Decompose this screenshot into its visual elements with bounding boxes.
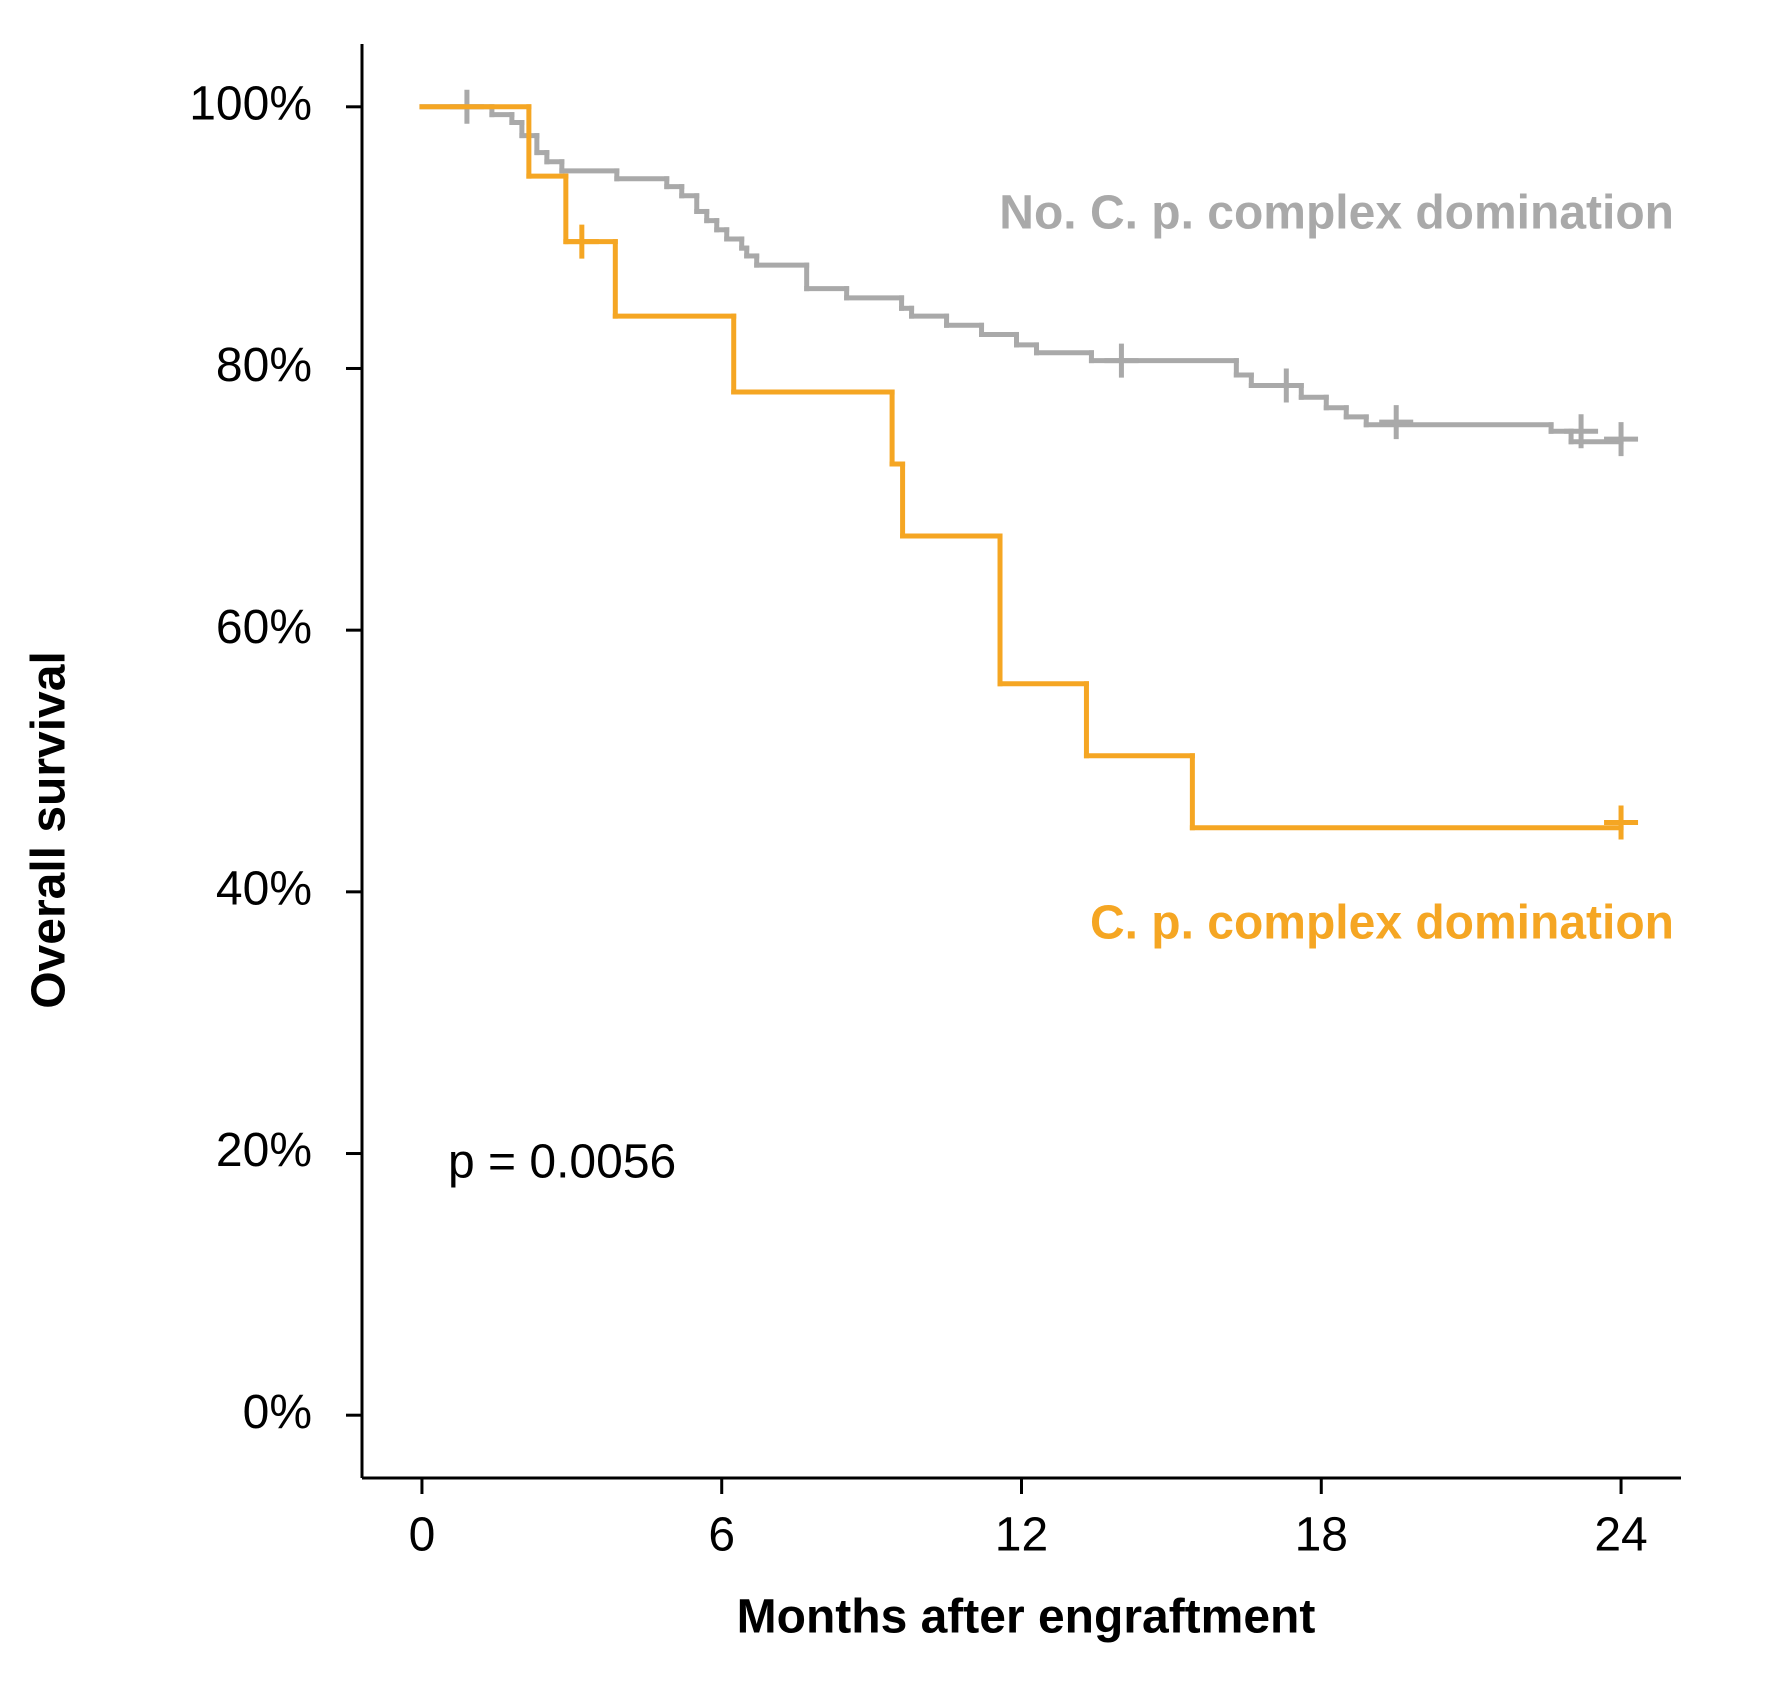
censor-mark xyxy=(1379,405,1414,440)
series-label: C. p. complex domination xyxy=(1090,897,1674,950)
censor-mark xyxy=(564,224,599,259)
y-tick-label: 100% xyxy=(189,77,312,130)
y-tick-label: 40% xyxy=(216,863,312,916)
censor-mark xyxy=(1604,805,1639,840)
x-tick-label: 0 xyxy=(409,1509,436,1562)
y-tick-label: 60% xyxy=(216,601,312,654)
x-tick-label: 12 xyxy=(995,1509,1048,1562)
series-label: No. C. p. complex domination xyxy=(999,187,1674,240)
x-axis-label: Months after engraftment xyxy=(737,1591,1316,1644)
p-value: p = 0.0056 xyxy=(448,1136,676,1189)
x-tick-label: 6 xyxy=(708,1509,735,1562)
x-tick-label: 18 xyxy=(1295,1509,1348,1562)
y-axis-label: Overall survival xyxy=(23,651,76,1009)
x-tick-label: 24 xyxy=(1594,1509,1647,1562)
censor-mark xyxy=(1604,422,1639,457)
censor-mark xyxy=(1269,368,1304,403)
y-tick-label: 0% xyxy=(243,1386,312,1439)
censor-mark xyxy=(1564,414,1599,449)
censor-mark xyxy=(1104,343,1139,378)
y-tick-label: 80% xyxy=(216,339,312,392)
y-tick-label: 20% xyxy=(216,1124,312,1177)
